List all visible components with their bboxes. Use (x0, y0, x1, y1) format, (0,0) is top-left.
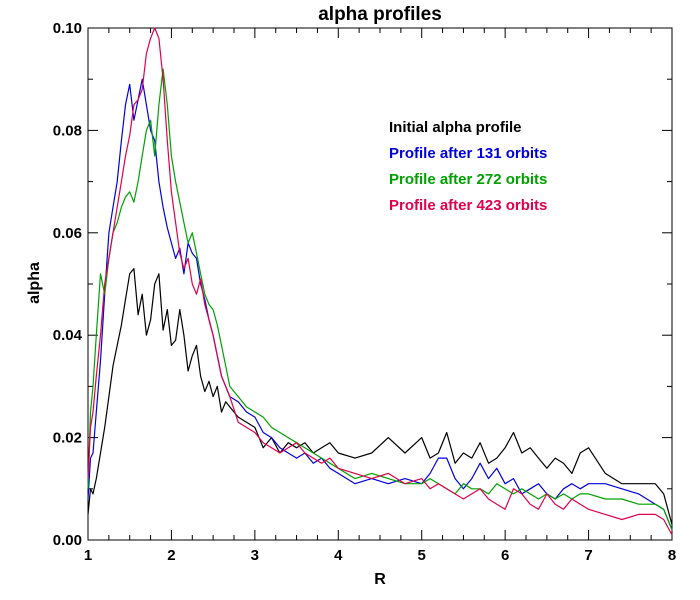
y-tick-label: 0.04 (53, 327, 83, 344)
series-line-2 (87, 68, 673, 531)
x-tick-label: 5 (418, 547, 426, 564)
x-tick-label: 1 (84, 547, 92, 564)
y-tick-label: 0.06 (53, 225, 82, 242)
legend-entry-1: Profile after 131 orbits (389, 145, 547, 162)
y-tick-label: 0.02 (53, 430, 82, 447)
series-line-0 (87, 268, 673, 525)
x-tick-label: 7 (584, 547, 592, 564)
x-tick-label: 8 (668, 547, 676, 564)
x-tick-label: 6 (501, 547, 509, 564)
x-tick-label: 2 (167, 547, 175, 564)
legend-entry-3: Profile after 423 orbits (389, 197, 547, 214)
y-axis-label: alpha (26, 262, 43, 304)
legend-entry-2: Profile after 272 orbits (389, 171, 547, 188)
x-tick-label: 4 (334, 547, 343, 564)
series-line-1 (87, 78, 673, 531)
y-tick-label: 0.10 (53, 20, 82, 37)
plot-frame (87, 27, 673, 541)
y-tick-label: 0.00 (53, 532, 82, 549)
series-line-3 (87, 27, 673, 536)
y-tick-label: 0.08 (53, 122, 82, 139)
chart-title: alpha profiles (318, 4, 442, 25)
x-axis-label: R (374, 571, 386, 588)
legend-entry-0: Initial alpha profile (389, 119, 522, 136)
x-tick-label: 3 (251, 547, 259, 564)
